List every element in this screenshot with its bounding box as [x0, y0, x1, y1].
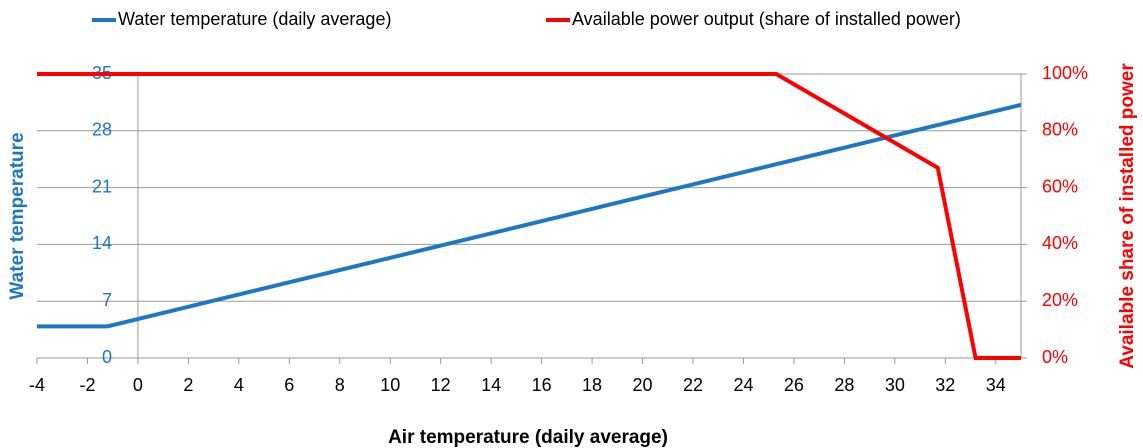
legend-label: Water temperature (daily average) [118, 9, 391, 29]
x-tick-label: -4 [29, 375, 45, 395]
x-tick-label: 28 [834, 375, 854, 395]
x-tick-label: 18 [582, 375, 602, 395]
x-tick-label: 0 [133, 375, 143, 395]
x-tick-label: 26 [784, 375, 804, 395]
x-tick-label: -2 [79, 375, 95, 395]
y2-tick-label: 0% [1042, 347, 1068, 367]
x-tick-label: 6 [284, 375, 294, 395]
x-tick-label: 24 [733, 375, 753, 395]
y2-tick-label: 80% [1042, 120, 1078, 140]
y-axis-title: Water temperature [7, 132, 28, 299]
series-line [37, 72, 1021, 360]
x-tick-label: 20 [633, 375, 653, 395]
x-tick-label: 34 [986, 375, 1006, 395]
x-axis-title: Air temperature (daily average) [388, 427, 668, 448]
x-tick-label: 32 [935, 375, 955, 395]
x-tick-label: 30 [885, 375, 905, 395]
x-tick-label: 22 [683, 375, 703, 395]
y2-tick-label: 20% [1042, 290, 1078, 310]
legend-label: Available power output (share of install… [572, 9, 961, 29]
y2-tick-label: 100% [1042, 63, 1088, 83]
x-tick-label: 2 [183, 375, 193, 395]
y2-tick-label: 60% [1042, 176, 1078, 196]
y-tick-label: 21 [92, 176, 112, 196]
y-tick-label: 7 [102, 290, 112, 310]
y-tick-label: 14 [92, 233, 112, 253]
x-tick-label: 10 [380, 375, 400, 395]
x-tick-label: 12 [431, 375, 451, 395]
x-tick-label: 16 [532, 375, 552, 395]
y-tick-label: 0 [102, 347, 112, 367]
x-tick-label: 4 [234, 375, 244, 395]
y-tick-label: 28 [92, 120, 112, 140]
x-tick-label: 8 [335, 375, 345, 395]
series-line [37, 102, 1022, 329]
x-tick-label: 14 [481, 375, 501, 395]
y2-tick-label: 40% [1042, 233, 1078, 253]
y2-axis-title: Available share of installed power [1117, 63, 1138, 369]
